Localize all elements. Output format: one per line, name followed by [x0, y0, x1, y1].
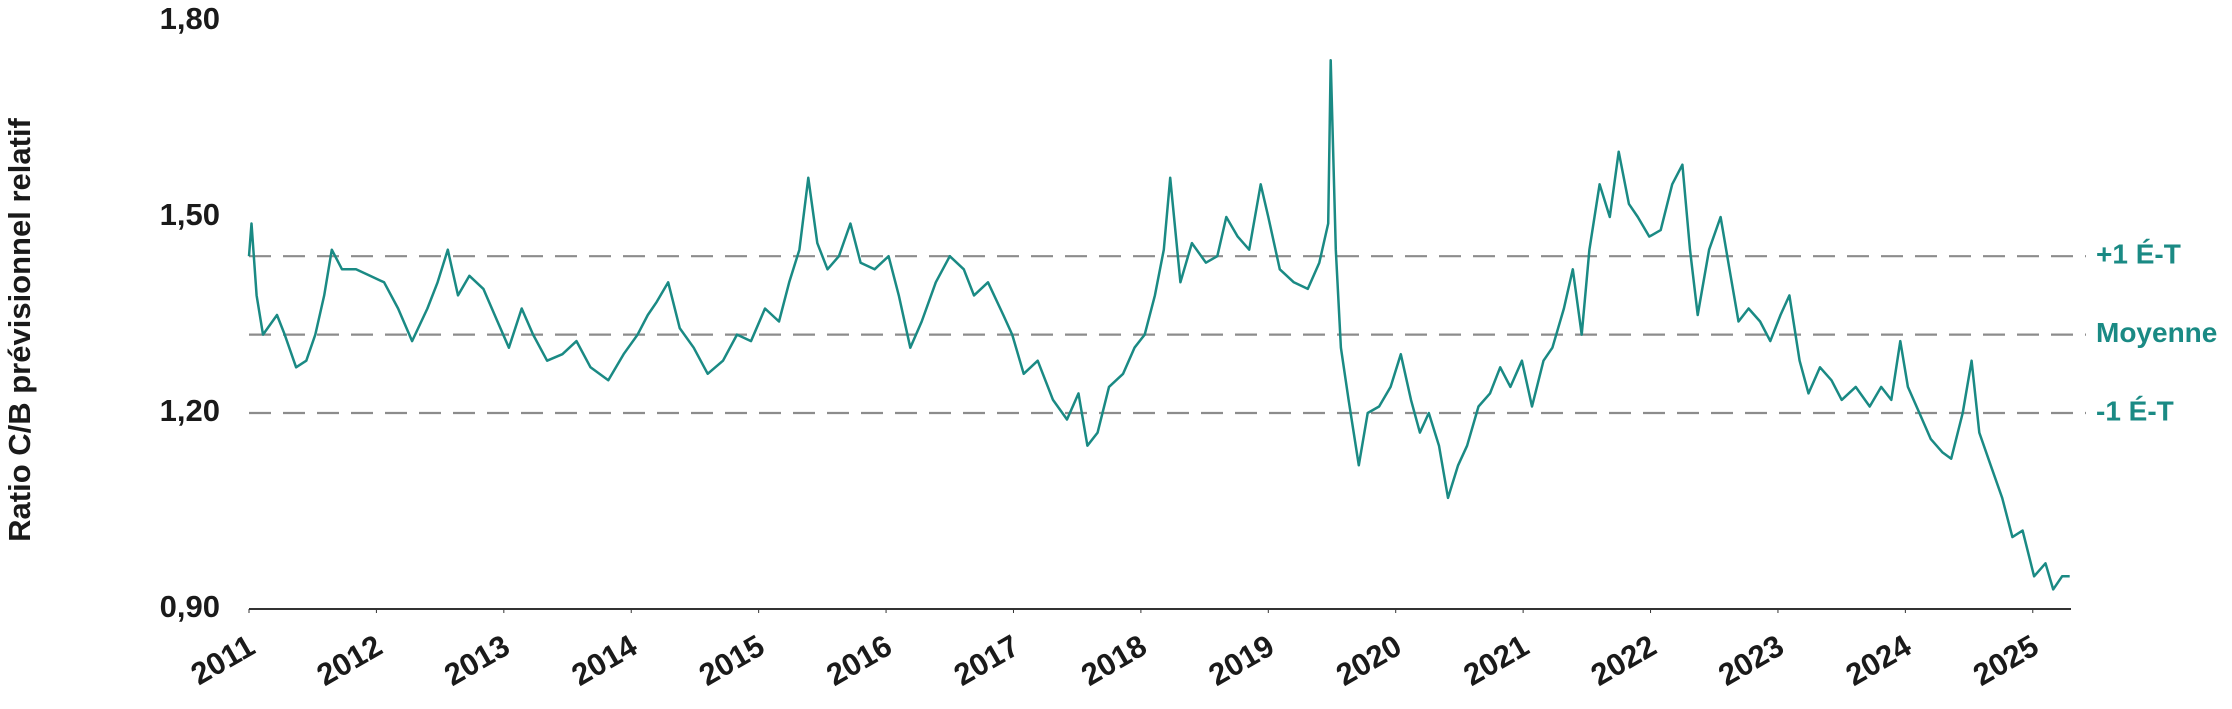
x-tick-label: 2016	[820, 628, 897, 693]
x-tick-label: 2025	[1967, 628, 2044, 693]
y-tick-label: 1,20	[160, 393, 220, 428]
x-tick-label: 2019	[1203, 628, 1280, 693]
x-tick-label: 2020	[1330, 628, 1407, 693]
y-axis-title: Ratio C/B prévisionnel relatif	[2, 117, 37, 541]
y-tick-label: 1,80	[160, 1, 220, 36]
reference-label: +1 É-T	[2096, 239, 2181, 270]
y-tick-label: 0,90	[160, 589, 220, 624]
x-tick-label: 2023	[1712, 628, 1789, 693]
x-tick-label: 2017	[948, 628, 1025, 693]
x-tick-label: 2024	[1840, 627, 1918, 692]
reference-label: Moyenne	[2096, 317, 2217, 348]
x-tick-label: 2013	[438, 628, 515, 693]
x-tick-label: 2021	[1457, 628, 1534, 693]
x-tick-label: 2014	[566, 627, 644, 692]
reference-label: -1 É-T	[2096, 395, 2174, 426]
x-tick-label: 2015	[693, 628, 770, 693]
data-line	[247, 58, 2070, 591]
x-tick-label: 2011	[185, 628, 261, 692]
x-tick-label: 2012	[311, 628, 388, 693]
x-tick-label: 2018	[1075, 628, 1152, 693]
y-tick-label: 1,50	[160, 197, 220, 232]
x-tick-label: 2022	[1585, 628, 1662, 693]
